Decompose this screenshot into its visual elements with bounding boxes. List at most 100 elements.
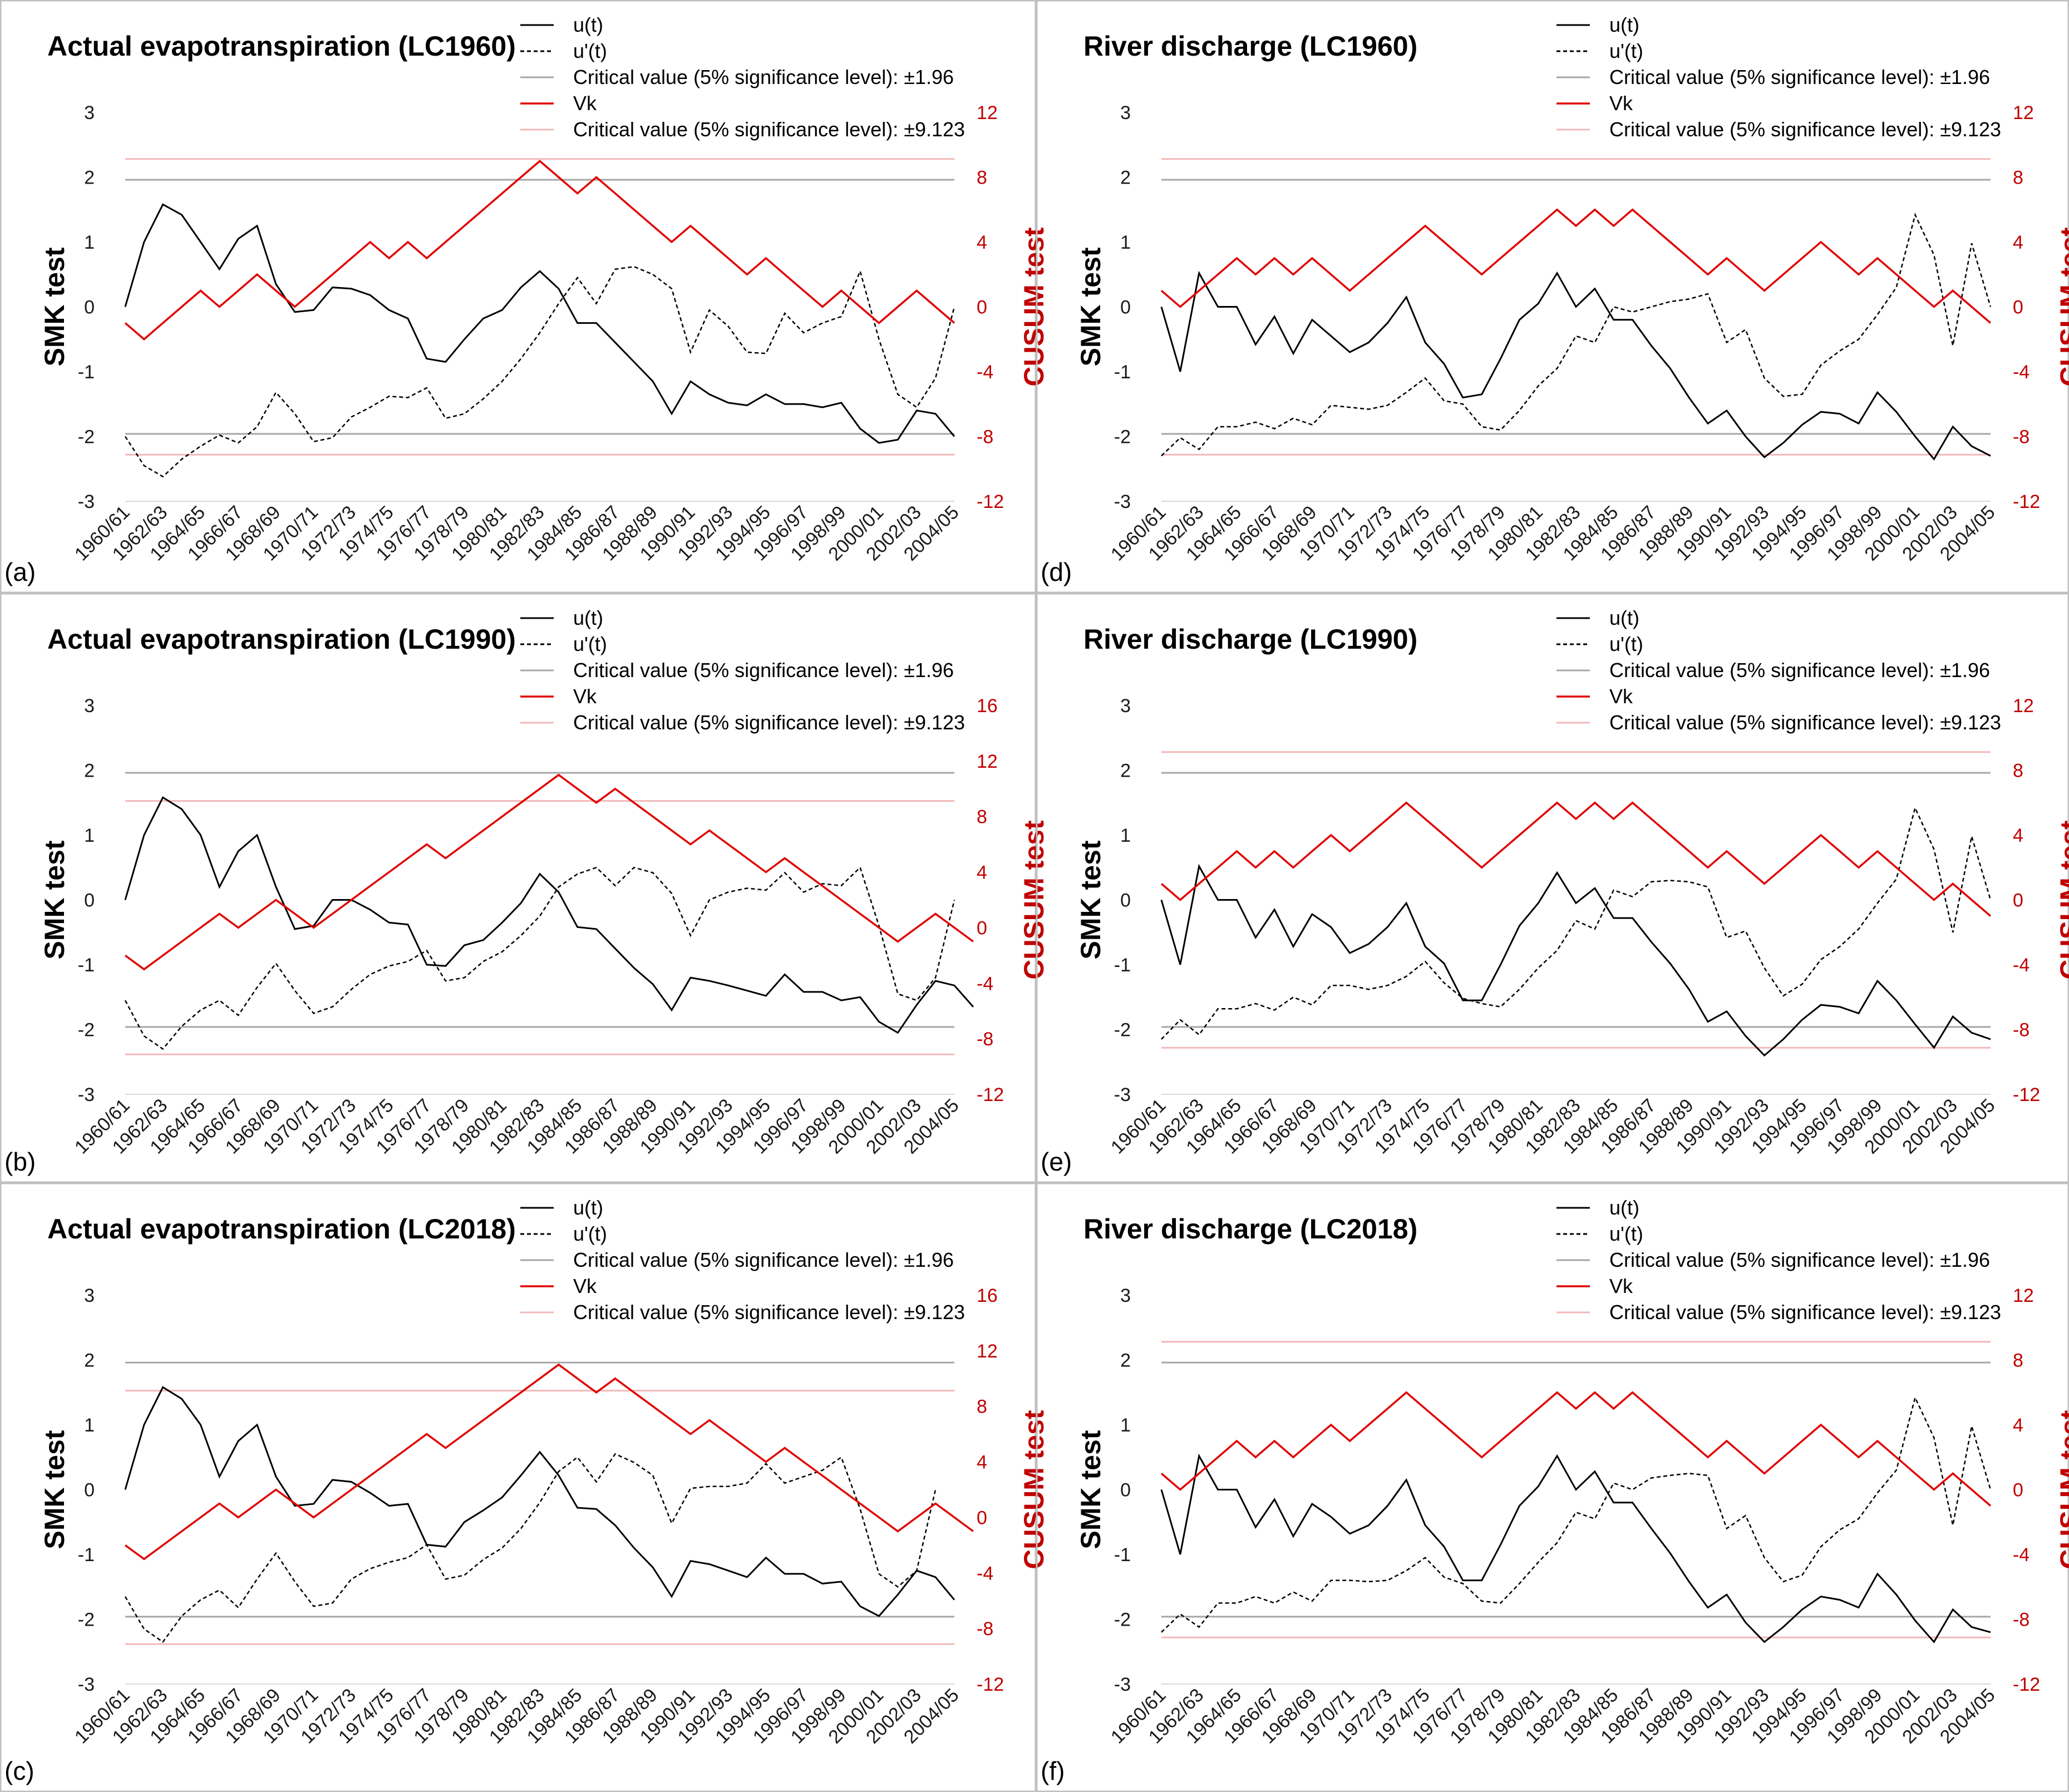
legend-crit-cusum-label: Critical value (5% significance level): … xyxy=(573,118,965,141)
y-axis-title: SMK test xyxy=(1075,247,1106,366)
panel-label: (e) xyxy=(1041,1147,1072,1176)
chart-title: Actual evapotranspiration (LC1960) xyxy=(47,31,516,62)
y2-tick-label: -8 xyxy=(2013,1610,2029,1631)
y2-tick-label: -4 xyxy=(977,973,993,994)
series-u-prime xyxy=(1161,1395,1992,1633)
legend-u-label: u(t) xyxy=(1609,606,1639,629)
series-u xyxy=(1160,1453,1991,1643)
series-vk xyxy=(1160,1391,1992,1507)
y2-axis-title: CUSUM test xyxy=(1018,227,1050,386)
panel-label: (b) xyxy=(4,1147,36,1176)
y2-tick-label: -8 xyxy=(2013,1020,2029,1041)
y-tick-label: -2 xyxy=(1114,1610,1131,1631)
legend-vk-label: Vk xyxy=(573,685,597,708)
y-tick-label: -3 xyxy=(78,491,95,512)
y-tick-label: 2 xyxy=(1120,167,1131,189)
y-tick-label: 1 xyxy=(1120,1415,1131,1436)
y-tick-label: 0 xyxy=(1120,890,1131,911)
legend-crit-cusum-label: Critical value (5% significance level): … xyxy=(1609,711,2001,734)
legend-vk-label: Vk xyxy=(573,92,597,115)
y2-tick-label: 8 xyxy=(2013,167,2023,189)
legend-u-label: u(t) xyxy=(1609,1196,1639,1219)
y2-tick-label: -8 xyxy=(977,427,993,448)
y2-tick-label: -4 xyxy=(977,362,993,383)
chart-title: River discharge (LC1990) xyxy=(1083,624,1417,655)
y-tick-label: -3 xyxy=(1114,491,1131,512)
series-vk xyxy=(124,1363,974,1561)
y2-tick-label: 8 xyxy=(2013,1350,2023,1371)
y2-tick-label: 4 xyxy=(977,232,987,253)
y2-tick-label: 12 xyxy=(977,102,998,124)
series-u xyxy=(124,203,955,444)
panel-border xyxy=(1036,0,2069,594)
series-vk xyxy=(124,160,955,341)
legend-u-prime-label: u'(t) xyxy=(1609,633,1643,655)
y2-tick-label: -8 xyxy=(977,1029,993,1050)
y2-tick-label: -4 xyxy=(2013,1544,2029,1566)
y-tick-label: 0 xyxy=(84,1480,95,1501)
legend-crit-smk-label: Critical value (5% significance level): … xyxy=(1609,66,1990,88)
y2-tick-label: -4 xyxy=(977,1563,993,1584)
legend-u-prime-label: u'(t) xyxy=(573,1222,607,1245)
y-axis-title: SMK test xyxy=(39,840,70,959)
y-tick-label: 3 xyxy=(1120,1285,1131,1306)
y-tick-label: 0 xyxy=(1120,297,1131,318)
y-tick-label: 2 xyxy=(84,761,95,782)
y2-axis-title: CUSUM test xyxy=(1018,1410,1050,1569)
y-tick-label: 3 xyxy=(1120,695,1131,717)
y2-tick-label: 8 xyxy=(977,167,987,189)
legend-crit-cusum-label: Critical value (5% significance level): … xyxy=(1609,1301,2001,1324)
y-tick-label: -1 xyxy=(1114,955,1131,976)
legend-vk-label: Vk xyxy=(1609,685,1633,708)
legend-crit-smk-label: Critical value (5% significance level): … xyxy=(1609,1248,1990,1271)
y-tick-label: 1 xyxy=(84,1415,95,1436)
legend-u-label: u(t) xyxy=(1609,13,1639,36)
y2-tick-label: 0 xyxy=(2013,1480,2023,1501)
y-tick-label: -1 xyxy=(1114,1544,1131,1566)
y-tick-label: 2 xyxy=(1120,761,1131,782)
y2-tick-label: 16 xyxy=(977,695,998,717)
y-tick-label: -1 xyxy=(1114,362,1131,383)
legend-u-label: u(t) xyxy=(573,13,603,36)
y-tick-label: 3 xyxy=(84,102,95,124)
y-axis-title: SMK test xyxy=(1075,1430,1106,1549)
y2-tick-label: 4 xyxy=(977,1452,987,1473)
legend-u-prime-label: u'(t) xyxy=(573,633,607,655)
y2-tick-label: 0 xyxy=(2013,890,2023,911)
y2-tick-label: 0 xyxy=(977,297,987,318)
series-u xyxy=(1160,270,1991,461)
y2-tick-label: -12 xyxy=(977,1084,1004,1105)
y-axis-title: SMK test xyxy=(39,1430,70,1549)
legend-crit-cusum-label: Critical value (5% significance level): … xyxy=(1609,118,2001,141)
series-vk xyxy=(124,773,974,971)
series-u-prime xyxy=(1161,806,1992,1040)
series-u xyxy=(1160,863,1991,1057)
y2-tick-label: 8 xyxy=(2013,761,2023,782)
series-vk xyxy=(1160,801,1992,917)
panel-border xyxy=(0,0,1037,594)
panel-label: (d) xyxy=(1041,557,1072,586)
y-tick-label: 3 xyxy=(84,695,95,717)
y-tick-label: -3 xyxy=(1114,1674,1131,1695)
y2-tick-label: 12 xyxy=(977,751,998,772)
y2-tick-label: 12 xyxy=(2013,1285,2034,1306)
series-u-prime xyxy=(124,1453,937,1643)
panel-border xyxy=(1036,1182,2069,1792)
y2-tick-label: 12 xyxy=(977,1341,998,1362)
y2-tick-label: -12 xyxy=(977,491,1004,512)
series-vk xyxy=(1160,208,1992,324)
panel-border xyxy=(1036,593,2069,1183)
y-tick-label: -3 xyxy=(78,1674,95,1695)
legend-crit-smk-label: Critical value (5% significance level): … xyxy=(573,659,954,682)
legend-u-prime-label: u'(t) xyxy=(1609,1222,1643,1245)
y-tick-label: -2 xyxy=(1114,427,1131,448)
y-tick-label: 2 xyxy=(84,167,95,189)
legend-vk-label: Vk xyxy=(1609,92,1633,115)
y-tick-label: -3 xyxy=(78,1084,95,1105)
y-tick-label: -2 xyxy=(1114,1020,1131,1041)
y2-tick-label: 12 xyxy=(2013,695,2034,717)
panel-border xyxy=(0,1182,1037,1792)
chart-title: River discharge (LC1960) xyxy=(1083,31,1417,62)
y-tick-label: -2 xyxy=(78,427,95,448)
chart-title: Actual evapotranspiration (LC1990) xyxy=(47,624,516,655)
